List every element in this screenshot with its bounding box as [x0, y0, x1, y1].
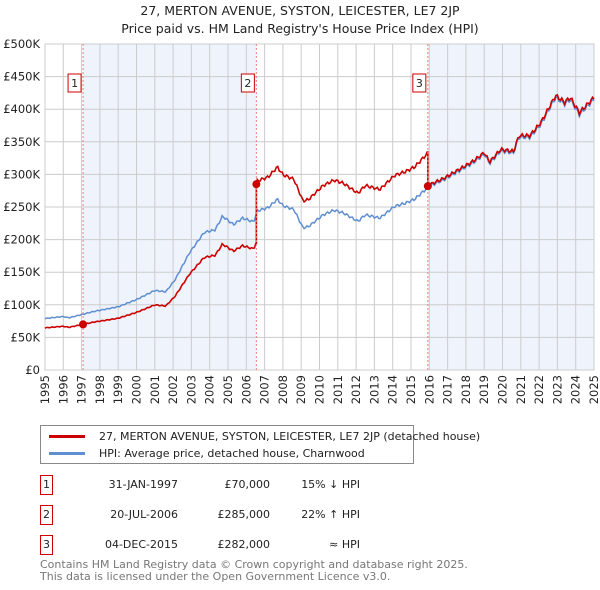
- sale-label: 1: [71, 77, 78, 90]
- x-tick-label: 2010: [313, 375, 327, 404]
- x-tick-label: 2021: [514, 375, 528, 404]
- y-tick-label: £300K: [3, 167, 40, 181]
- x-tick-label: 2023: [550, 375, 564, 404]
- footer-copyright: Contains HM Land Registry data © Crown c…: [40, 558, 468, 571]
- legend-item-hpi: HPI: Average price, detached house, Char…: [49, 445, 365, 461]
- x-tick-label: 2001: [148, 375, 162, 404]
- sale-label-box: [67, 73, 82, 93]
- x-tick-label: 2022: [532, 375, 546, 404]
- transaction-price: £285,000: [217, 508, 271, 521]
- x-tick-label: 2020: [496, 375, 510, 404]
- transaction-row: 2 20-JUL-2006 £285,000 22% ↑ HPI: [40, 505, 370, 525]
- x-tick-label: 2009: [294, 375, 308, 404]
- transaction-number: 3: [40, 535, 53, 555]
- transaction-row: 3 04-DEC-2015 £282,000 ≈ HPI: [40, 535, 370, 555]
- x-tick-label: 2016: [422, 375, 436, 404]
- x-tick-label: 1996: [56, 375, 70, 404]
- x-tick-label: 1999: [111, 375, 125, 404]
- legend-label-hpi: HPI: Average price, detached house, Char…: [99, 446, 365, 460]
- transaction-hpi-diff: 15% ↓ HPI: [301, 478, 360, 491]
- transaction-hpi-diff: ≈ HPI: [329, 538, 360, 551]
- x-tick-label: 2004: [203, 375, 217, 404]
- y-tick-label: £200K: [3, 233, 40, 247]
- x-tick-label: 1997: [75, 375, 89, 404]
- y-tick-label: £250K: [3, 200, 40, 214]
- x-tick-label: 1998: [93, 375, 107, 404]
- transaction-price: £282,000: [217, 538, 271, 551]
- x-tick-label: 2007: [258, 375, 272, 404]
- x-tick-label: 2025: [587, 375, 600, 404]
- transaction-date: 04-DEC-2015: [104, 538, 178, 551]
- x-tick-label: 2011: [331, 375, 345, 404]
- transaction-price: £70,000: [224, 478, 271, 491]
- x-tick-label: 1995: [38, 375, 52, 404]
- plot-border: [44, 43, 595, 371]
- sale-label-box: [412, 73, 427, 93]
- legend: 27, MERTON AVENUE, SYSTON, LEICESTER, LE…: [40, 425, 480, 464]
- legend-item-price: 27, MERTON AVENUE, SYSTON, LEICESTER, LE…: [49, 428, 480, 444]
- x-tick-label: 2006: [239, 375, 253, 404]
- legend-swatch-hpi: [49, 451, 85, 455]
- x-tick-label: 2000: [130, 375, 144, 404]
- sale-point: [79, 320, 88, 329]
- x-tick-label: 2019: [477, 375, 491, 404]
- y-tick-label: £500K: [3, 37, 40, 51]
- hpi-line: [44, 95, 595, 320]
- sale-label-box: [240, 73, 255, 93]
- x-tick-label: 2013: [367, 375, 381, 404]
- x-tick-label: 2003: [184, 375, 198, 404]
- transaction-date: 20-JUL-2006: [110, 508, 178, 521]
- x-tick-label: 2017: [441, 375, 455, 404]
- transaction-number: 1: [40, 475, 53, 495]
- transaction-number: 2: [40, 505, 53, 525]
- y-tick-label: £450K: [3, 70, 40, 84]
- y-tick-label: £50K: [11, 330, 41, 344]
- price-paid-line: [44, 93, 595, 329]
- chart-subtitle: Price paid vs. HM Land Registry's House …: [121, 21, 479, 36]
- sale-label: 3: [416, 77, 423, 90]
- legend-swatch-price: [49, 434, 85, 438]
- footer-licence: This data is licensed under the Open Gov…: [40, 570, 391, 583]
- legend-label-price: 27, MERTON AVENUE, SYSTON, LEICESTER, LE…: [99, 429, 481, 443]
- y-tick-label: £400K: [3, 102, 40, 116]
- sale-point: [423, 182, 432, 191]
- transaction-row: 1 31-JAN-1997 £70,000 15% ↓ HPI: [40, 475, 370, 495]
- x-tick-label: 2018: [459, 375, 473, 404]
- chart-plot: 1995 1996 1997 1998 1999 2000 2001 2002 2003 2004…: [3, 37, 600, 404]
- x-tick-label: 2002: [166, 375, 180, 404]
- y-tick-label: £150K: [3, 265, 40, 279]
- x-tick-label: 2012: [349, 375, 363, 404]
- sale-label: 2: [244, 77, 251, 90]
- transaction-date: 31-JAN-1997: [108, 478, 178, 491]
- sale-point: [252, 180, 261, 189]
- transaction-hpi-diff: 22% ↑ HPI: [301, 508, 360, 521]
- y-tick-label: £100K: [3, 298, 40, 312]
- y-tick-label: £350K: [3, 135, 40, 149]
- x-tick-label: 2005: [221, 375, 235, 404]
- x-tick-label: 2024: [569, 375, 583, 404]
- x-tick-label: 2008: [276, 375, 290, 404]
- y-tick-label: £0: [25, 363, 40, 377]
- chart-title: 27, MERTON AVENUE, SYSTON, LEICESTER, LE…: [140, 3, 460, 18]
- x-tick-label: 2014: [386, 375, 400, 404]
- x-tick-label: 2015: [404, 375, 418, 404]
